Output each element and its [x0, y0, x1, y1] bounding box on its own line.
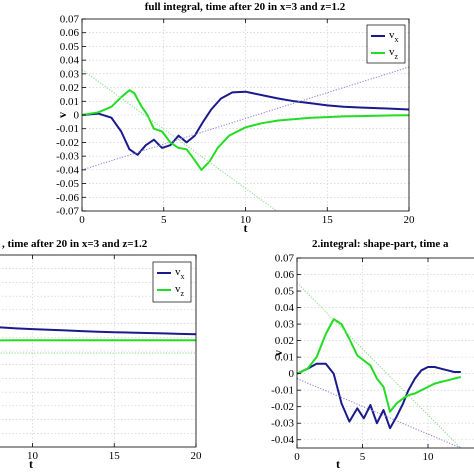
- series-group: [0, 326, 196, 354]
- x-tick-label: 0: [294, 451, 300, 463]
- y-tick-label: -0.01: [271, 385, 294, 397]
- y-tick-label: 0.07: [60, 14, 80, 26]
- y-tick-label: 0.01: [275, 352, 294, 364]
- x-axis-label: t: [336, 457, 340, 471]
- x-tick-label: 15: [322, 214, 334, 226]
- y-axis-label: v: [55, 112, 69, 118]
- series-line-vz: [0, 339, 196, 342]
- legend-label-vx: vx: [389, 29, 399, 44]
- y-tick-label: 0.06: [275, 269, 295, 281]
- y-tick-label: 0: [289, 368, 295, 380]
- chart-title: full integral, time after 20 in x=3 and …: [145, 1, 346, 13]
- chart-bottom-right: 0 5 10 0.07 0.06 0.05 0.04 0.03 0.02 0.01 0 -0.01 -0…: [271, 238, 474, 471]
- y-tick-label: 0.05: [275, 286, 295, 298]
- series-group: [82, 66, 409, 211]
- y-tick-label: -0.04: [271, 434, 294, 446]
- y-tick-label: 0.04: [60, 55, 80, 67]
- y-tick-label: -0.03: [271, 418, 294, 430]
- legend-label-vz: vz: [389, 46, 399, 61]
- y-tick-label: -0.06: [56, 192, 79, 204]
- y-tick-label: -0.02: [56, 137, 79, 149]
- reference-line: [82, 69, 278, 211]
- series-line-vz: [297, 318, 462, 413]
- y-tick-label: 0.04: [275, 302, 295, 314]
- y-tick-label: -0.07: [56, 206, 79, 218]
- y-tick-label: 0.05: [60, 41, 80, 53]
- grid: [0, 255, 196, 447]
- x-axis-label: t: [29, 457, 33, 471]
- y-tick-label: 0.02: [60, 82, 79, 94]
- legend-label-vx: vx: [175, 266, 185, 281]
- series-line-vx: [82, 90, 409, 156]
- x-tick-label: 5: [360, 451, 366, 463]
- x-tick-label: 10: [423, 451, 435, 463]
- plot-area: [297, 258, 474, 448]
- y-tick-label: -0.01: [56, 123, 79, 135]
- series-line-vz: [82, 89, 409, 171]
- grid: [82, 19, 409, 211]
- y-tick-label: -0.04: [56, 164, 79, 176]
- y-tick-label: 0.06: [60, 27, 80, 39]
- legend-box: [366, 24, 406, 64]
- reference-line: [82, 66, 409, 171]
- y-tick-label: -0.02: [271, 401, 294, 413]
- series-group: [297, 282, 462, 448]
- grid: [297, 258, 474, 448]
- x-tick-label: 5: [161, 214, 167, 226]
- x-tick-label: 0: [79, 214, 85, 226]
- x-tick-label: 15: [109, 450, 121, 462]
- y-tick-label: 0: [74, 110, 80, 122]
- legend-label-vz: vz: [175, 283, 185, 298]
- x-tick-label: 20: [191, 450, 203, 462]
- y-tick-label: 0.03: [60, 68, 80, 80]
- reference-line: [297, 282, 462, 448]
- series-line-vx: [297, 362, 461, 430]
- legend: vx vz: [366, 24, 406, 64]
- y-tick-label: -0.03: [56, 151, 79, 163]
- series-line-vx: [0, 326, 196, 336]
- y-tick-label: 0.07: [275, 253, 295, 265]
- legend: vx vz: [152, 261, 192, 303]
- y-tick-label: 0.03: [275, 319, 295, 331]
- chart-top: 0 5 10 15 200.070.060.050.040.030.020.010-0.…: [55, 1, 416, 235]
- x-tick-label: 20: [404, 214, 416, 226]
- chart-bottom-left: 10 15 20 t , time after 20 in x=3 and z=1.2 v…: [0, 238, 203, 471]
- x-axis-label: t: [244, 221, 248, 235]
- x-tick-label: 10: [27, 450, 39, 462]
- y-tick-label: 0.01: [60, 96, 79, 108]
- x-tick-label: 10: [240, 214, 252, 226]
- chart-title: 2.integral: shape-part, time a: [312, 238, 449, 250]
- y-tick-label: -0.05: [56, 178, 79, 190]
- y-axis-label: v: [271, 350, 285, 356]
- y-tick-label: 0.02: [275, 335, 294, 347]
- legend-box: [152, 261, 192, 303]
- chart-title: , time after 20 in x=3 and z=1.2: [2, 238, 148, 250]
